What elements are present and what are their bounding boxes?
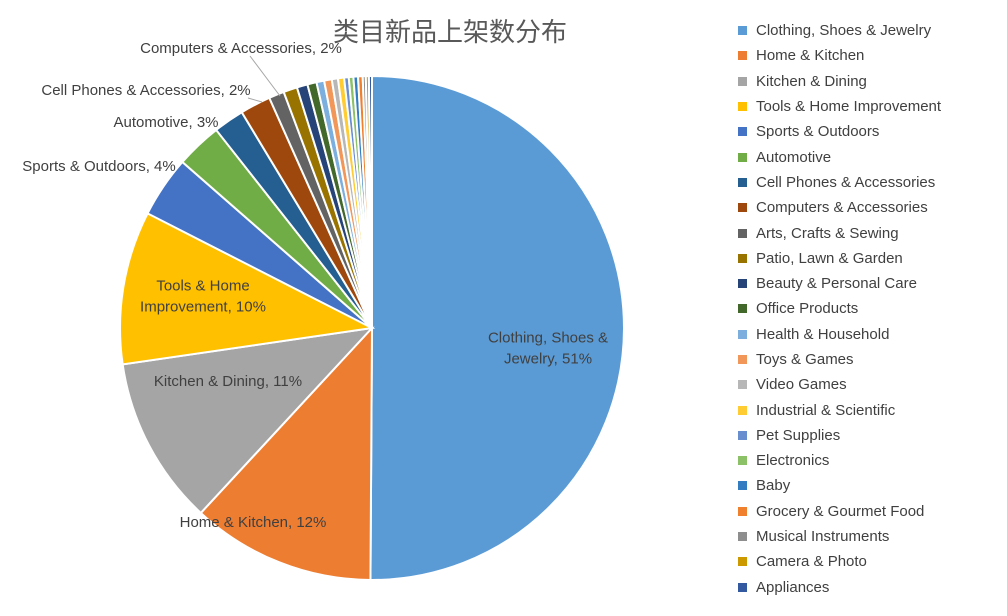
legend-label: Tools & Home Improvement [756, 98, 942, 116]
legend-swatch [738, 557, 747, 567]
legend-label: Beauty & Personal Care [756, 275, 917, 293]
pie-slice-tools-home-improvement [119, 212, 376, 366]
legend-item-video-games: Video Games [738, 372, 1003, 397]
legend-swatch [738, 51, 747, 61]
data-label-cell-phones-accessories: Cell Phones & Accessories, 2% [41, 82, 250, 99]
legend-swatch [738, 102, 747, 112]
legend-swatch [738, 203, 747, 213]
legend-label: Pet Supplies [756, 426, 841, 444]
legend-item-beauty-personal-care: Beauty & Personal Care [738, 271, 1003, 296]
legend-item-electronics: Electronics [738, 448, 1003, 473]
legend-swatch [738, 380, 747, 390]
legend-item-tools-home-improvement: Tools & Home Improvement [738, 94, 1003, 119]
legend-item-arts-crafts-sewing: Arts, Crafts & Sewing [738, 220, 1003, 245]
legend-label: Toys & Games [756, 351, 854, 368]
legend-label: Grocery & Gourmet Food [756, 502, 925, 520]
legend-label: Musical Instruments [756, 528, 890, 546]
legend-swatch [738, 253, 747, 263]
legend-label: Cell Phones & Accessories [756, 173, 936, 191]
data-label-kitchen-dining: Kitchen & Dining, 11% [154, 373, 302, 390]
pie-slice-clothing-shoes-jewelry [369, 74, 626, 581]
legend-item-musical-instruments: Musical Instruments [738, 524, 1003, 549]
pie-slice-home-kitchen [199, 325, 374, 582]
legend-label: Industrial & Scientific [756, 401, 896, 419]
legend-label: Arts, Crafts & Sewing [756, 224, 899, 242]
legend-label: Home & Kitchen [756, 47, 865, 65]
legend-label: Computers & Accessories [756, 199, 928, 217]
legend-label: Camera & Photo [756, 553, 867, 571]
legend-item-kitchen-dining: Kitchen & Dining [738, 69, 1003, 94]
legend-swatch [738, 430, 747, 440]
legend-swatch [738, 481, 747, 491]
legend-item-health-household: Health & Household [738, 322, 1003, 347]
pie-slice-appliances [367, 74, 373, 329]
legend-swatch [738, 177, 747, 187]
data-label-clothing-shoes-jewelry: Clothing, Shoes & Jewelry, 51% [488, 330, 608, 368]
data-label-automotive: Automotive, 3% [113, 114, 218, 131]
chart-title: 类目新品上架数分布 [332, 18, 567, 48]
data-label-leader-line [249, 55, 281, 97]
legend-swatch [738, 532, 747, 542]
legend-item-cell-phones-accessories: Cell Phones & Accessories [738, 170, 1003, 195]
legend-item-office-products: Office Products [738, 296, 1003, 321]
legend-item-pet-supplies: Pet Supplies [738, 423, 1003, 448]
legend-swatch [738, 456, 747, 466]
legend-swatch [738, 304, 747, 314]
legend-item-appliances: Appliances [738, 575, 1003, 600]
legend-label: Video Games [756, 376, 847, 394]
data-label-tools-home-improvement: Tools & Home Improvement, 10% [140, 278, 266, 316]
legend-swatch [738, 506, 747, 516]
pie-plot-area: Clothing, Shoes & Jewelry, 51% Home & Kitc… [22, 40, 626, 582]
legend-swatch [738, 127, 747, 137]
legend-item-clothing-shoes-jewelry: Clothing, Shoes & Jewelry [738, 18, 1003, 43]
data-label-computers-accessories: Computers & Accessories, 2% [140, 40, 342, 57]
legend-item-camera-photo: Camera & Photo [738, 549, 1003, 574]
legend-swatch [738, 582, 747, 592]
legend-item-industrial-scientific: Industrial & Scientific [738, 397, 1003, 422]
legend-label: Clothing, Shoes & Jewelry [756, 22, 932, 40]
legend-swatch [738, 152, 747, 162]
legend-swatch [738, 279, 747, 289]
legend-item-automotive: Automotive [738, 144, 1003, 169]
legend-item-sports-outdoors: Sports & Outdoors [738, 119, 1003, 144]
legend-label: Kitchen & Dining [756, 72, 867, 90]
legend-label: Baby [756, 477, 791, 495]
chart-legend: Clothing, Shoes & Jewelry Home & Kitchen K… [738, 18, 1003, 600]
legend-label: Sports & Outdoors [756, 123, 880, 141]
data-label-leader-line [247, 97, 263, 103]
legend-item-toys-games: Toys & Games [738, 347, 1003, 372]
legend-label: Electronics [756, 452, 830, 470]
legend-swatch [738, 228, 747, 238]
legend-item-patio-lawn-garden: Patio, Lawn & Garden [738, 246, 1003, 271]
legend-label: Patio, Lawn & Garden [756, 249, 903, 267]
legend-item-home-kitchen: Home & Kitchen [738, 43, 1003, 68]
legend-label: Automotive [756, 148, 832, 166]
legend-swatch [738, 355, 747, 364]
legend-item-baby: Baby [738, 473, 1003, 498]
legend-label: Health & Household [756, 325, 890, 343]
legend-label: Office Products [756, 300, 859, 318]
pie-slice-kitchen-dining [121, 326, 375, 515]
legend-item-grocery-gourmet-food: Grocery & Gourmet Food [738, 499, 1003, 524]
legend-swatch [738, 329, 747, 339]
legend-swatch [738, 405, 747, 415]
data-label-home-kitchen: Home & Kitchen, 12% [180, 514, 327, 531]
legend-label: Appliances [756, 578, 830, 596]
legend-item-computers-accessories: Computers & Accessories [738, 195, 1003, 220]
legend-swatch [738, 26, 747, 36]
data-label-sports-outdoors: Sports & Outdoors, 4% [22, 158, 175, 175]
legend-swatch [738, 76, 747, 86]
